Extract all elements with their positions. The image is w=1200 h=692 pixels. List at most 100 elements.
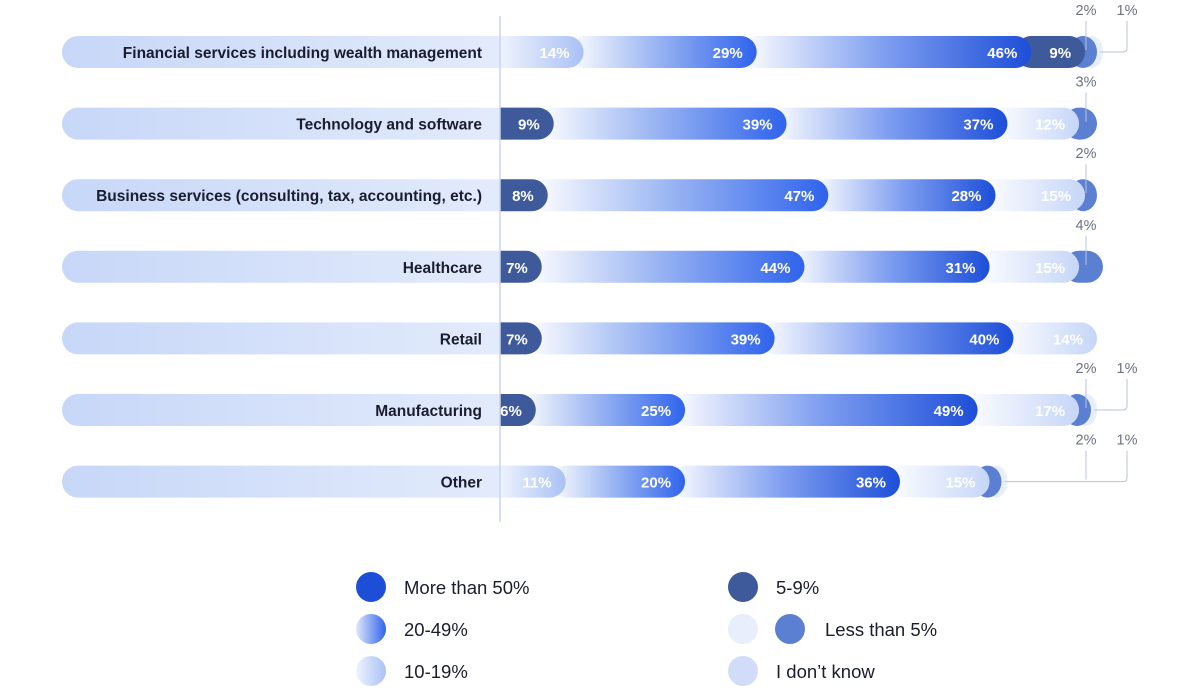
legend-item-10-19: 10-19% [356,656,468,686]
row-label-pill [62,394,520,426]
outside-value-label: 2% [1076,361,1097,377]
segment-value-label: 39% [731,331,761,348]
outside-value-label: 1% [1117,361,1138,377]
legend-item-i-don-t-know: I don’t know [728,656,875,686]
segment-value-label: 17% [1035,403,1065,420]
bar-segment-more-than-50 [758,322,1014,355]
leader-line [1099,21,1128,53]
bar-row-financial-services-including-wealth-management: Financial services including wealth mana… [62,3,1138,68]
bar-segment-more-than-50 [770,107,1008,140]
bar-segment-i-don-t-know [883,465,990,498]
bar-row-other: Other 11% 20% 36% 15% 2% 1% [62,433,1138,498]
bar-segment-more-than-50 [669,465,900,498]
bar-row-business-services-consulting-tax-accounting-etc: Business services (consulting, tax, acco… [62,146,1097,212]
legend-item-less-than-5: Less than 5% [728,614,937,644]
segment-value-label: 40% [969,331,999,348]
bar-segment-more-than-50 [812,179,996,212]
bar-segment-20-49 [537,107,787,140]
legend-label: I don’t know [776,661,875,682]
segment-value-label: 47% [784,188,814,205]
row-label: Other [441,475,482,492]
segment-value-label: 11% [522,475,551,492]
bar-row-healthcare: Healthcare 7% 44% 31% 15% 4% [62,218,1103,283]
leader-line [1094,379,1128,411]
legend-swatch [356,614,386,644]
outside-value-label: 2% [1076,146,1097,162]
outside-value-label: 4% [1076,218,1097,234]
legend: More than 50% 20-49% 10-19% 5-9% Less than 5… [356,572,937,686]
bar-segment-20-49 [525,322,775,355]
bar-segment-5-9 [1015,36,1086,68]
legend-swatch [728,572,758,602]
outside-value-label: 1% [1117,3,1138,19]
row-label-pill [62,107,520,140]
bar-segment-more-than-50 [788,250,990,283]
legend-label: 5-9% [776,577,819,598]
row-label-pill [62,250,520,283]
legend-item-5-9: 5-9% [728,572,819,602]
segment-value-label: 29% [713,45,743,62]
bar-segment-20-49 [525,250,805,283]
row-label: Healthcare [403,260,483,277]
row-label-pill [62,36,520,68]
bar-segment-i-don-t-know [979,179,1086,212]
segment-value-label: 8% [512,188,534,205]
segment-value-label: 9% [1049,45,1071,62]
bar-segment-10-19 [500,36,584,68]
outside-value-label: 2% [1076,3,1097,19]
segment-value-label: 49% [934,403,964,420]
legend-label: More than 50% [404,577,529,598]
segment-value-label: 9% [518,117,540,134]
bar-segment-20-49 [519,394,686,426]
bar-segment-5-9 [500,394,536,426]
legend-swatch [356,656,386,686]
segment-value-label: 15% [1035,260,1065,277]
segment-value-label: 7% [506,331,528,348]
segment-value-label: 20% [641,475,671,492]
row-label: Retail [440,331,482,348]
segment-value-label: 36% [856,475,886,492]
bar-segment-5-9 [500,107,554,140]
outside-value-label: 2% [1076,433,1097,449]
segment-value-label: 14% [540,45,570,62]
bar-segment-20-49 [531,179,829,212]
row-label: Manufacturing [375,403,482,420]
legend-label: 20-49% [404,619,468,640]
segment-value-label: 12% [1035,117,1065,134]
legend-item-20-49: 20-49% [356,614,468,644]
bar-segment-i-don-t-know [973,250,1080,283]
legend-label: Less than 5% [825,619,937,640]
legend-label: 10-19% [404,661,468,682]
row-label: Technology and software [296,117,482,134]
bar-row-manufacturing: Manufacturing 6% 25% 49% 17% 2% 1% [62,361,1138,426]
row-label: Financial services including wealth mana… [123,45,482,62]
segment-value-label: 44% [760,260,790,277]
bar-segment-i-don-t-know [997,322,1097,355]
outside-value-label: 1% [1117,433,1138,449]
row-label-pill [62,179,520,212]
segment-value-label: 15% [1041,188,1071,205]
row-label: Business services (consulting, tax, acco… [96,188,482,205]
segment-value-label: 31% [946,260,976,277]
bar-segment-5-9 [500,322,542,355]
segment-value-label: 15% [946,475,976,492]
legend-swatch [728,656,758,686]
outside-value-label: 3% [1076,75,1097,91]
bar-segment-20-49 [567,36,757,68]
leader-line [1004,450,1128,483]
legend-swatch [728,614,758,644]
bar-segment-5-9 [500,250,542,283]
segment-value-label: 28% [951,188,981,205]
segment-value-label: 7% [506,260,528,277]
segment-value-label: 37% [963,117,993,134]
bar-row-retail: Retail 7% 39% 40% 14% [62,322,1097,355]
bar-segment-i-don-t-know [961,394,1080,426]
bar-segment-20-49 [549,465,686,498]
bar-segment-more-than-50 [669,394,978,426]
row-label-pill [62,322,520,355]
segment-value-label: 46% [987,45,1017,62]
bar-segment-more-than-50 [740,36,1032,68]
legend-swatch [775,614,805,644]
bar-segment-10-19 [500,465,566,498]
